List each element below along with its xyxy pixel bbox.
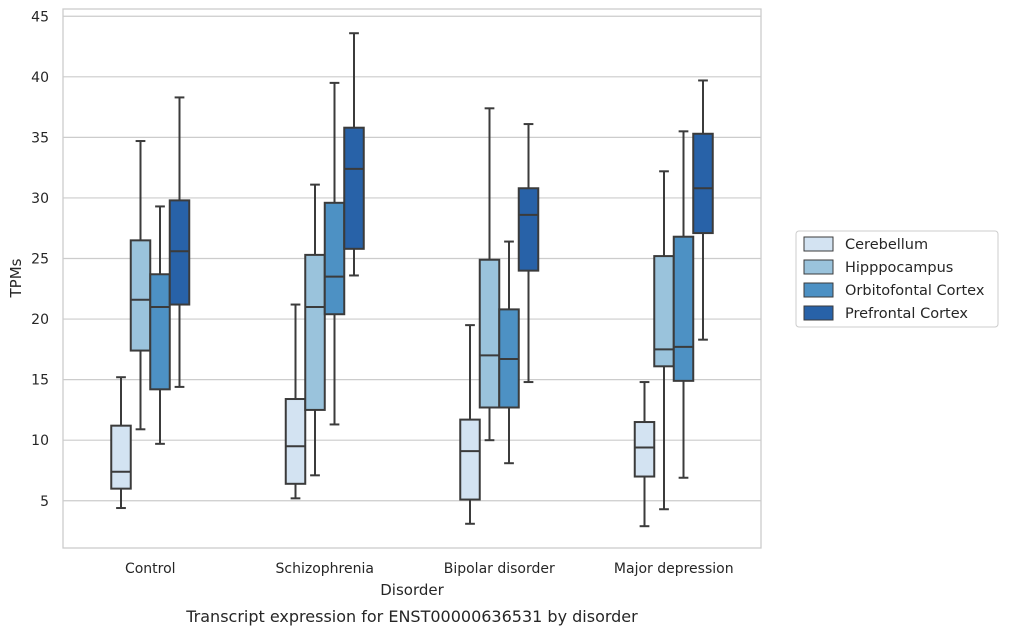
y-tick-label: 15 (31, 373, 49, 389)
box (343, 32, 365, 277)
box (692, 79, 714, 341)
legend-swatch (803, 305, 834, 321)
y-tick-label: 45 (31, 9, 49, 25)
box-iqr (129, 239, 152, 352)
box-iqr (672, 235, 695, 382)
figure-caption: Transcript expression for ENST0000063653… (185, 607, 638, 626)
box-iqr (323, 201, 346, 316)
legend-label: Hipppocampus (845, 260, 953, 276)
box (478, 107, 501, 442)
box-iqr (692, 132, 714, 235)
y-axis-ticks: 5 10 15 20 25 30 35 40 45 (31, 9, 49, 509)
box-iqr (110, 424, 132, 490)
box (284, 303, 307, 500)
box-iqr (343, 126, 365, 250)
legend: Cerebellum Hipppocampus Orbitofontal Corte… (795, 230, 999, 328)
y-tick-label: 10 (31, 433, 49, 449)
x-tick-label: Bipolar disorder (444, 561, 555, 577)
category-group (284, 32, 365, 500)
box-iqr (478, 258, 501, 409)
legend-label: Orbitofontal Cortex (845, 283, 985, 299)
box-iqr (459, 418, 481, 501)
box-iqr (633, 421, 656, 478)
box (498, 240, 520, 465)
y-tick-label: 40 (31, 70, 49, 86)
box (304, 183, 326, 477)
box (653, 170, 675, 511)
legend-swatch (803, 236, 834, 252)
box-groups (110, 32, 714, 528)
box-iqr (168, 199, 191, 306)
y-tick-label: 5 (40, 494, 49, 510)
x-tick-label: Major depression (614, 561, 734, 577)
legend-swatch (803, 282, 834, 298)
legend-swatch (803, 259, 834, 275)
category-group (459, 107, 540, 525)
box (633, 381, 656, 528)
legend-label: Prefrontal Cortex (845, 306, 968, 322)
legend-item: Orbitofontal Cortex (803, 282, 985, 299)
category-group (110, 96, 191, 510)
box-iqr (517, 187, 540, 272)
box (129, 140, 152, 431)
y-axis-label: TPMs (7, 258, 25, 298)
x-tick-label: Schizophrenia (276, 561, 374, 577)
box (110, 376, 132, 510)
box (459, 324, 481, 525)
box (323, 81, 346, 426)
y-tick-label: 35 (31, 130, 49, 146)
y-tick-label: 30 (31, 191, 49, 207)
box (149, 205, 171, 445)
y-tick-label: 20 (31, 312, 49, 328)
legend-item: Cerebellum (803, 236, 928, 253)
legend-item: Hipppocampus (803, 259, 953, 276)
legend-label: Cerebellum (845, 237, 928, 253)
x-tick-label: Control (125, 561, 176, 577)
category-group (633, 79, 714, 528)
box-iqr (304, 253, 326, 411)
box-iqr (284, 398, 307, 485)
x-axis-ticks: Control Schizophrenia Bipolar disorder Majo… (125, 561, 734, 577)
box-iqr (149, 273, 171, 391)
plot-area-frame (62, 8, 762, 549)
box (168, 96, 191, 388)
box (517, 123, 540, 384)
box (672, 130, 695, 479)
x-axis-label: Disorder (380, 581, 444, 599)
y-tick-label: 25 (31, 252, 49, 268)
legend-item: Prefrontal Cortex (803, 305, 968, 322)
legend-frame (795, 230, 999, 328)
